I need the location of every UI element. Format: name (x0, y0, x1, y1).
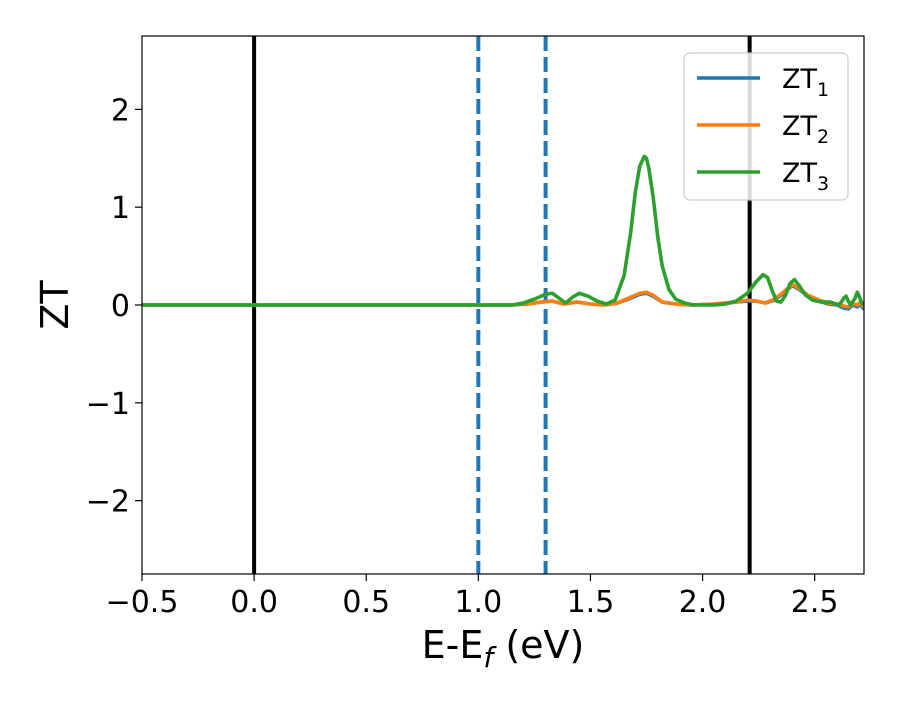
y-tick-label: −2 (86, 485, 130, 520)
legend-box (683, 52, 849, 201)
legend: ZT1 ZT2 ZT3 (683, 52, 849, 201)
y-tick-label: 0 (111, 289, 130, 324)
legend-label-zt2: ZT2 (782, 111, 829, 148)
x-tick-label: 0.0 (230, 585, 278, 620)
x-tick-label: 1.5 (567, 585, 615, 620)
legend-label-zt3: ZT3 (782, 158, 829, 195)
x-tick-label: 2.0 (679, 585, 727, 620)
y-axis-ticks: −2 −1 0 1 2 (86, 93, 142, 520)
y-tick-label: −1 (86, 387, 130, 422)
y-tick-label: 1 (111, 191, 130, 226)
x-tick-label: 1.0 (454, 585, 502, 620)
x-tick-label: 2.5 (791, 585, 839, 620)
legend-label-zt1: ZT1 (782, 64, 829, 101)
x-axis-ticks: −0.5 0.0 0.5 1.0 1.5 2.0 2.5 (106, 574, 839, 620)
x-axis-title: E-Ef (eV) (422, 623, 585, 674)
x-tick-label: −0.5 (106, 585, 179, 620)
y-axis-title: ZT (33, 280, 77, 330)
y-tick-label: 2 (111, 93, 130, 128)
series-line-zt3 (142, 154, 864, 307)
x-tick-label: 0.5 (342, 585, 390, 620)
series-lines (142, 154, 864, 311)
